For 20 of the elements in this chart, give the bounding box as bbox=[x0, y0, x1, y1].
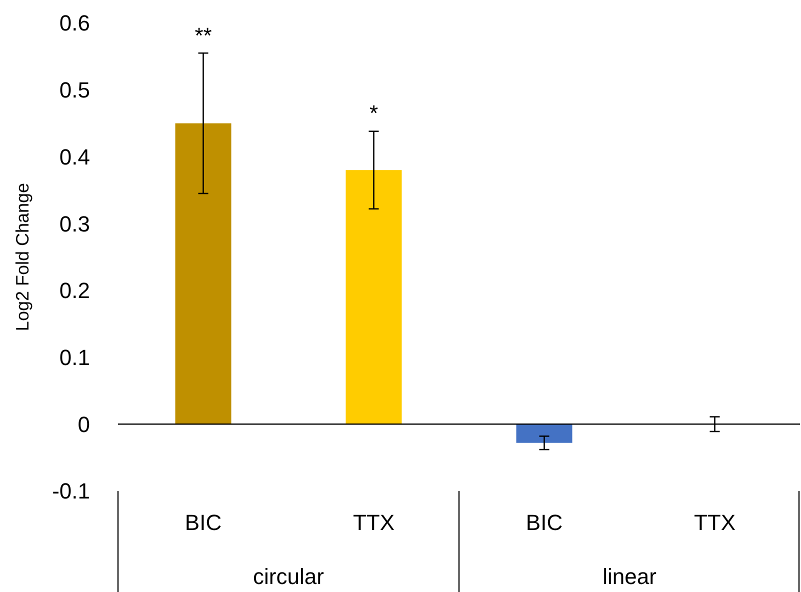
y-tick-label: 0 bbox=[78, 412, 90, 437]
x-tick-label: TTX bbox=[352, 510, 395, 535]
bar bbox=[346, 170, 402, 424]
y-tick-label: -0.1 bbox=[52, 478, 90, 504]
text: linear bbox=[602, 564, 656, 589]
x-tick-label: BIC bbox=[184, 510, 222, 535]
y-tick-label: 0.5 bbox=[59, 78, 90, 103]
y-tick-label: 0.2 bbox=[59, 278, 90, 304]
y-tick-label: 0.6 bbox=[59, 10, 90, 36]
annotation: ** bbox=[194, 23, 212, 48]
text: circular bbox=[253, 564, 324, 589]
annotation: * bbox=[369, 100, 378, 126]
bar bbox=[516, 424, 572, 443]
y-tick-label: 0.3 bbox=[59, 211, 90, 236]
y-tick-label: 0.1 bbox=[59, 344, 90, 370]
y-axis-title: Log2 Fold Change bbox=[12, 182, 32, 332]
y-tick-label: 0.4 bbox=[59, 144, 90, 170]
bar bbox=[175, 123, 232, 424]
x-tick-label: TTX bbox=[694, 510, 736, 535]
x-tick-label: BIC bbox=[526, 510, 563, 535]
